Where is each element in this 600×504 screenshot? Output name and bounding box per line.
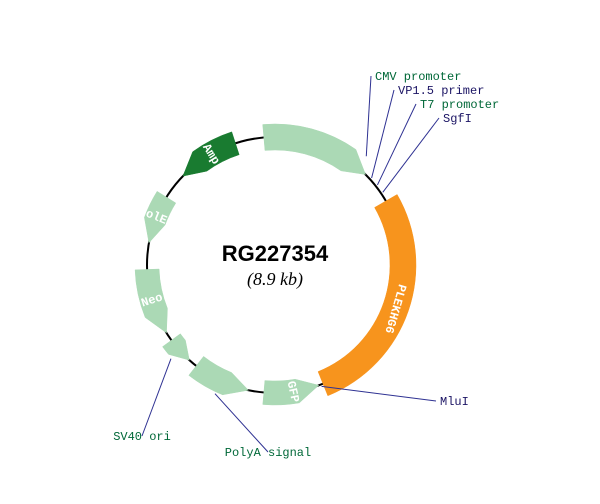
callout-line: [215, 394, 268, 452]
callout-line: [377, 104, 416, 185]
callout-label: MluI: [440, 395, 469, 409]
plasmid-map: PLEKHG6GFPNeoColE1AmpCMV promoterVP1.5 p…: [0, 0, 600, 504]
feature-polya: [189, 356, 249, 394]
callout-label: CMV promoter: [375, 70, 461, 84]
callout-label: SgfI: [443, 112, 472, 126]
callout-label: SV40 ori: [113, 430, 171, 444]
callout-line: [366, 76, 371, 156]
plasmid-size: (8.9 kb): [247, 269, 303, 290]
callout-line: [322, 386, 436, 401]
plasmid-name: RG227354: [222, 241, 329, 266]
feature-cmv: [263, 124, 366, 174]
callout-label: T7 promoter: [420, 98, 499, 112]
callout-line: [372, 90, 394, 178]
callout-label: VP1.5 primer: [398, 84, 484, 98]
feature-sv40ori: [163, 334, 190, 360]
callout-line: [142, 359, 171, 436]
callout-label: PolyA signal: [225, 446, 311, 460]
